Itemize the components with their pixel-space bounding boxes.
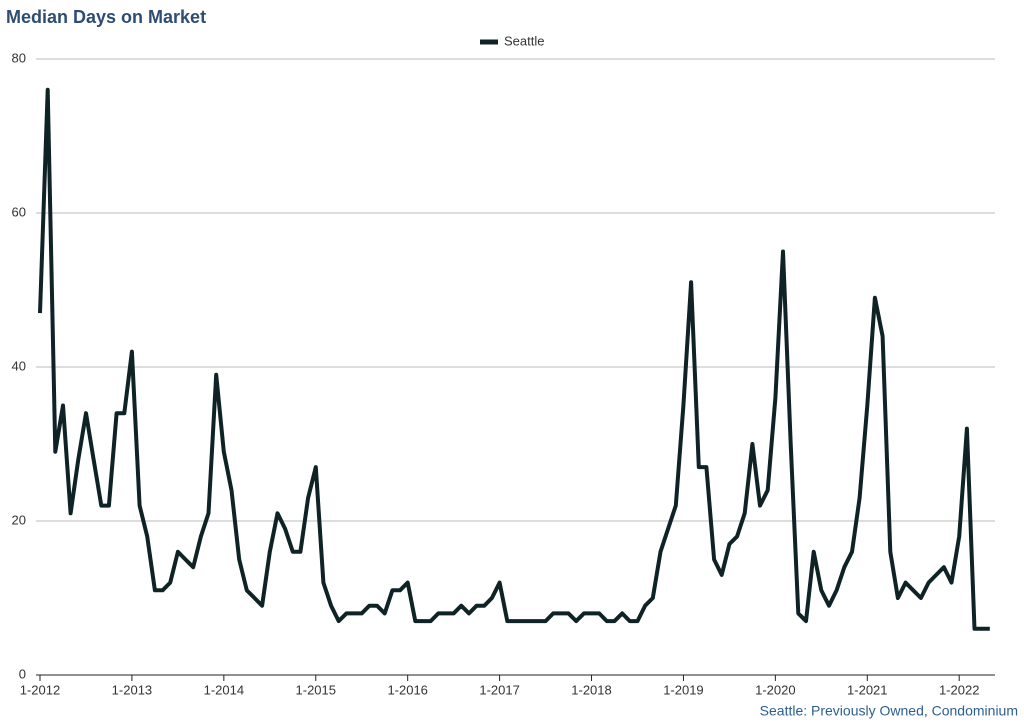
- x-tick-label: 1-2018: [571, 682, 611, 697]
- legend-label: Seattle: [504, 33, 544, 48]
- y-tick-label: 0: [19, 666, 26, 681]
- x-tick-label: 1-2021: [847, 682, 887, 697]
- x-tick-label: 1-2017: [479, 682, 519, 697]
- x-tick-label: 1-2014: [204, 682, 244, 697]
- x-tick-label: 1-2012: [20, 682, 60, 697]
- y-tick-label: 40: [12, 358, 26, 373]
- x-tick-label: 1-2016: [387, 682, 427, 697]
- x-tick-label: 1-2020: [755, 682, 795, 697]
- x-tick-label: 1-2015: [296, 682, 336, 697]
- chart-title: Median Days on Market: [6, 7, 206, 27]
- y-tick-label: 20: [12, 512, 26, 527]
- y-tick-label: 80: [12, 50, 26, 65]
- series-line: [38, 87, 990, 631]
- y-tick-label: 60: [12, 204, 26, 219]
- x-tick-label: 1-2013: [112, 682, 152, 697]
- x-tick-label: 1-2022: [939, 682, 979, 697]
- note: Seattle: Previously Owned, Condominium: [760, 703, 1018, 719]
- x-tick-label: 1-2019: [663, 682, 703, 697]
